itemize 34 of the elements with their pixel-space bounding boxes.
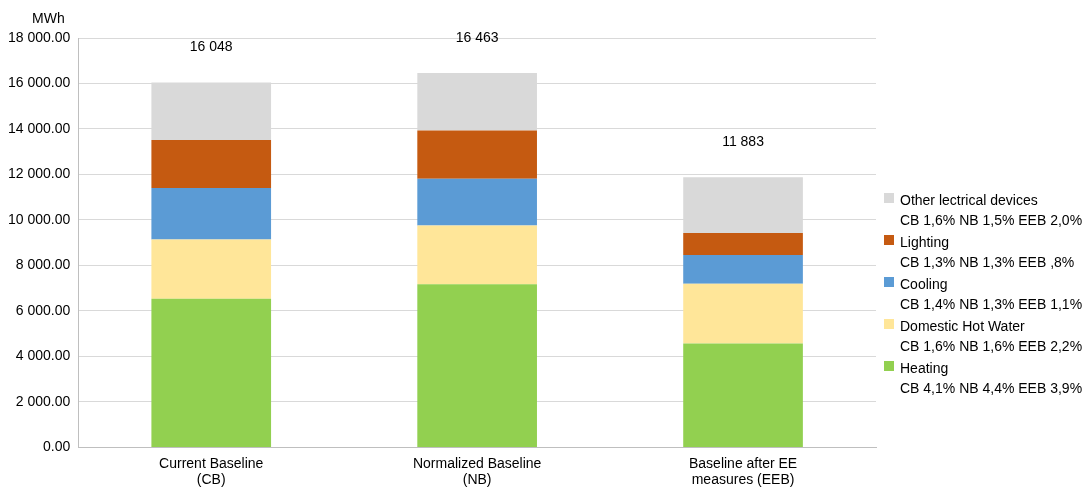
- total-label: 16 463: [455, 28, 499, 45]
- bar: [417, 178, 537, 226]
- y-tick-label: 8 000.00: [15, 256, 71, 273]
- legend-label: Other lectrical devices CB 1,6% NB 1,5% EEB 2,0%: [900, 191, 1083, 230]
- total-label: 11 883: [722, 132, 765, 149]
- bar: [151, 298, 272, 447]
- bar: [683, 343, 803, 447]
- bar: [683, 254, 803, 284]
- y-axis-title: MWh: [32, 10, 65, 26]
- x-tick-label: Baseline after EE measures (EEB): [688, 454, 798, 488]
- y-tick-label: 12 000.00: [7, 165, 71, 182]
- bar: [417, 130, 537, 179]
- bar: [151, 140, 272, 188]
- legend-label: Domestic Hot Water CB 1,6% NB 1,6% EEB 2,2%: [900, 317, 1083, 356]
- x-tick-label: Current Baseline (CB): [159, 454, 264, 488]
- legend-label: Heating CB 4,1% NB 4,4% EEB 3,9%: [900, 359, 1083, 398]
- bar: [151, 239, 272, 299]
- bar: [683, 232, 803, 255]
- y-tick-label: 2 000.00: [15, 392, 71, 409]
- y-tick-label: 4 000.00: [15, 347, 71, 364]
- bar: [151, 187, 272, 240]
- legend-label: Lighting CB 1,3% NB 1,3% EEB ,8%: [900, 233, 1075, 272]
- total-label: 16 048: [189, 38, 233, 55]
- bar: [417, 225, 537, 285]
- y-tick-label: 14 000.00: [7, 119, 71, 136]
- y-tick-label: 16 000.00: [7, 74, 71, 91]
- bar: [417, 284, 537, 447]
- y-tick-label: 0.00: [43, 438, 71, 455]
- x-tick-label: Normalized Baseline (NB): [412, 454, 542, 488]
- y-tick-label: 6 000.00: [15, 301, 71, 318]
- legend-label: Cooling CB 1,4% NB 1,3% EEB 1,1%: [900, 275, 1083, 314]
- y-tick-label: 18 000.00: [7, 28, 71, 45]
- bar: [683, 283, 803, 344]
- y-tick-label: 10 000.00: [7, 210, 71, 227]
